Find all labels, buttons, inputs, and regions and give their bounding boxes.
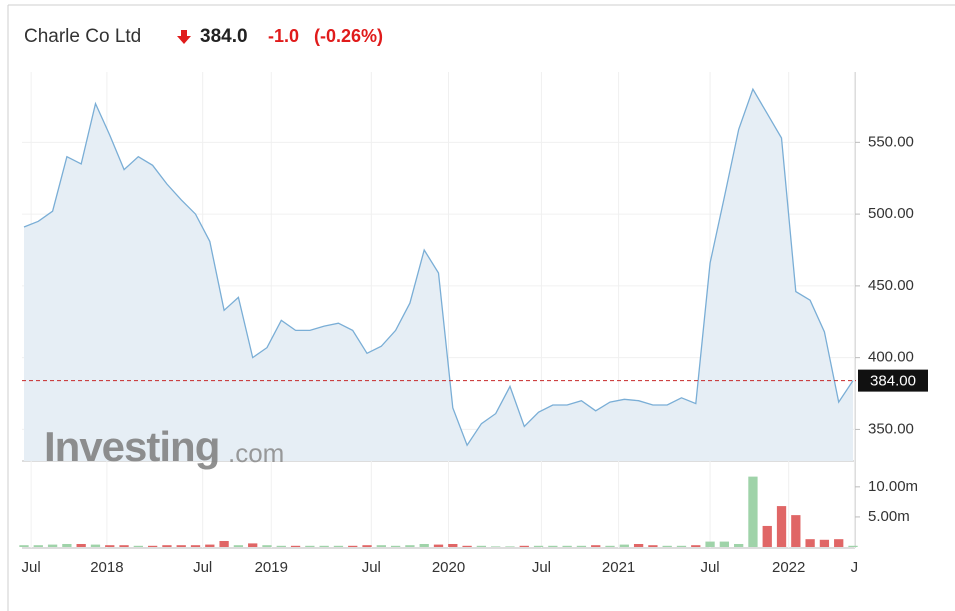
volume-bar <box>648 545 658 547</box>
x-tick-label: Jul <box>362 559 381 576</box>
volume-bar <box>576 545 587 547</box>
volume-bar <box>519 545 529 547</box>
volume-bar <box>419 543 429 547</box>
volume-bar <box>548 545 558 547</box>
volume-bar <box>119 545 129 547</box>
price-line <box>23 87 854 447</box>
watermark: Investing <box>44 423 219 470</box>
volume-bar <box>448 543 458 547</box>
watermark: .com <box>228 438 284 468</box>
volume-bar <box>162 545 172 547</box>
volume-bar <box>333 545 344 547</box>
y-tick-label: 5.00m <box>868 508 910 525</box>
x-tick-label: J <box>851 559 859 576</box>
x-tick-label: Jul <box>22 559 41 576</box>
volume-bar <box>619 544 629 547</box>
volume-bar <box>662 545 672 547</box>
volume-bar <box>405 545 415 547</box>
x-tick-label: 2018 <box>90 559 123 576</box>
volume-bar <box>190 545 201 547</box>
volume-bar <box>848 545 858 547</box>
volume-bar <box>834 539 844 547</box>
volume-bar <box>319 545 329 547</box>
volume-bar <box>19 545 29 547</box>
change-percent: (-0.26%) <box>314 26 383 46</box>
volume-bar <box>33 545 43 547</box>
volume-bar <box>76 543 86 547</box>
price: 384.0 <box>200 26 248 47</box>
x-tick-label: 2022 <box>772 559 805 576</box>
x-tick-label: Jul <box>700 559 719 576</box>
volume-bar <box>147 545 158 547</box>
volume-bar <box>90 544 101 547</box>
volume-bar <box>762 525 772 547</box>
instrument-name: Charle Co Ltd <box>24 26 141 47</box>
volume-bar <box>591 545 601 547</box>
volume-bar <box>47 544 58 547</box>
volume-bar <box>462 545 472 547</box>
volume-bar <box>819 539 830 547</box>
reference-label-box <box>858 369 928 392</box>
volume-bar <box>505 546 515 547</box>
volume-bar <box>362 545 372 547</box>
volume-bar <box>533 545 544 547</box>
x-tick-label: Jul <box>532 559 551 576</box>
y-tick-label: 10.00m <box>868 478 918 495</box>
volume-bar <box>205 544 215 547</box>
x-tick-label: 2020 <box>432 559 465 576</box>
volume-bar <box>433 544 444 547</box>
volume-bar <box>276 545 286 547</box>
volume-bar <box>348 545 358 547</box>
volume-bar <box>219 540 229 547</box>
volume-bar <box>748 476 758 547</box>
volume-bar <box>605 545 615 547</box>
x-tick-label: 2021 <box>602 559 635 576</box>
volume-bar <box>233 545 244 547</box>
volume-bar <box>719 541 730 547</box>
y-tick-label: 400.00 <box>868 349 914 366</box>
volume-bar <box>105 545 115 547</box>
volume-bar <box>791 515 801 547</box>
reference-label: 384.00 <box>870 373 916 390</box>
volume-bar <box>376 545 386 547</box>
volume-bar <box>290 545 301 547</box>
y-tick-label: 350.00 <box>868 420 914 437</box>
volume-bar <box>305 545 315 547</box>
y-tick-label: 550.00 <box>868 133 914 150</box>
down-arrow <box>177 30 191 44</box>
volume-bar <box>676 545 687 547</box>
volume-bar <box>133 545 143 547</box>
volume-bar <box>734 543 744 547</box>
x-tick-label: 2019 <box>255 559 288 576</box>
volume-bar <box>62 543 72 547</box>
x-tick-label: Jul <box>193 559 212 576</box>
volume-bar <box>805 539 815 547</box>
volume-bar <box>248 543 258 547</box>
volume-bar <box>176 545 186 547</box>
volume-bar <box>262 545 272 547</box>
volume-bar <box>562 545 572 547</box>
y-tick-label: 500.00 <box>868 205 914 222</box>
volume-bar <box>705 541 715 547</box>
volume-bar <box>691 545 701 547</box>
volume-bar <box>390 545 401 547</box>
volume-bar <box>776 506 787 547</box>
volume-bar <box>491 546 501 547</box>
change: -1.0 <box>268 26 299 46</box>
volume-bar <box>476 545 487 547</box>
y-tick-label: 450.00 <box>868 277 914 294</box>
volume-bar <box>633 543 644 547</box>
